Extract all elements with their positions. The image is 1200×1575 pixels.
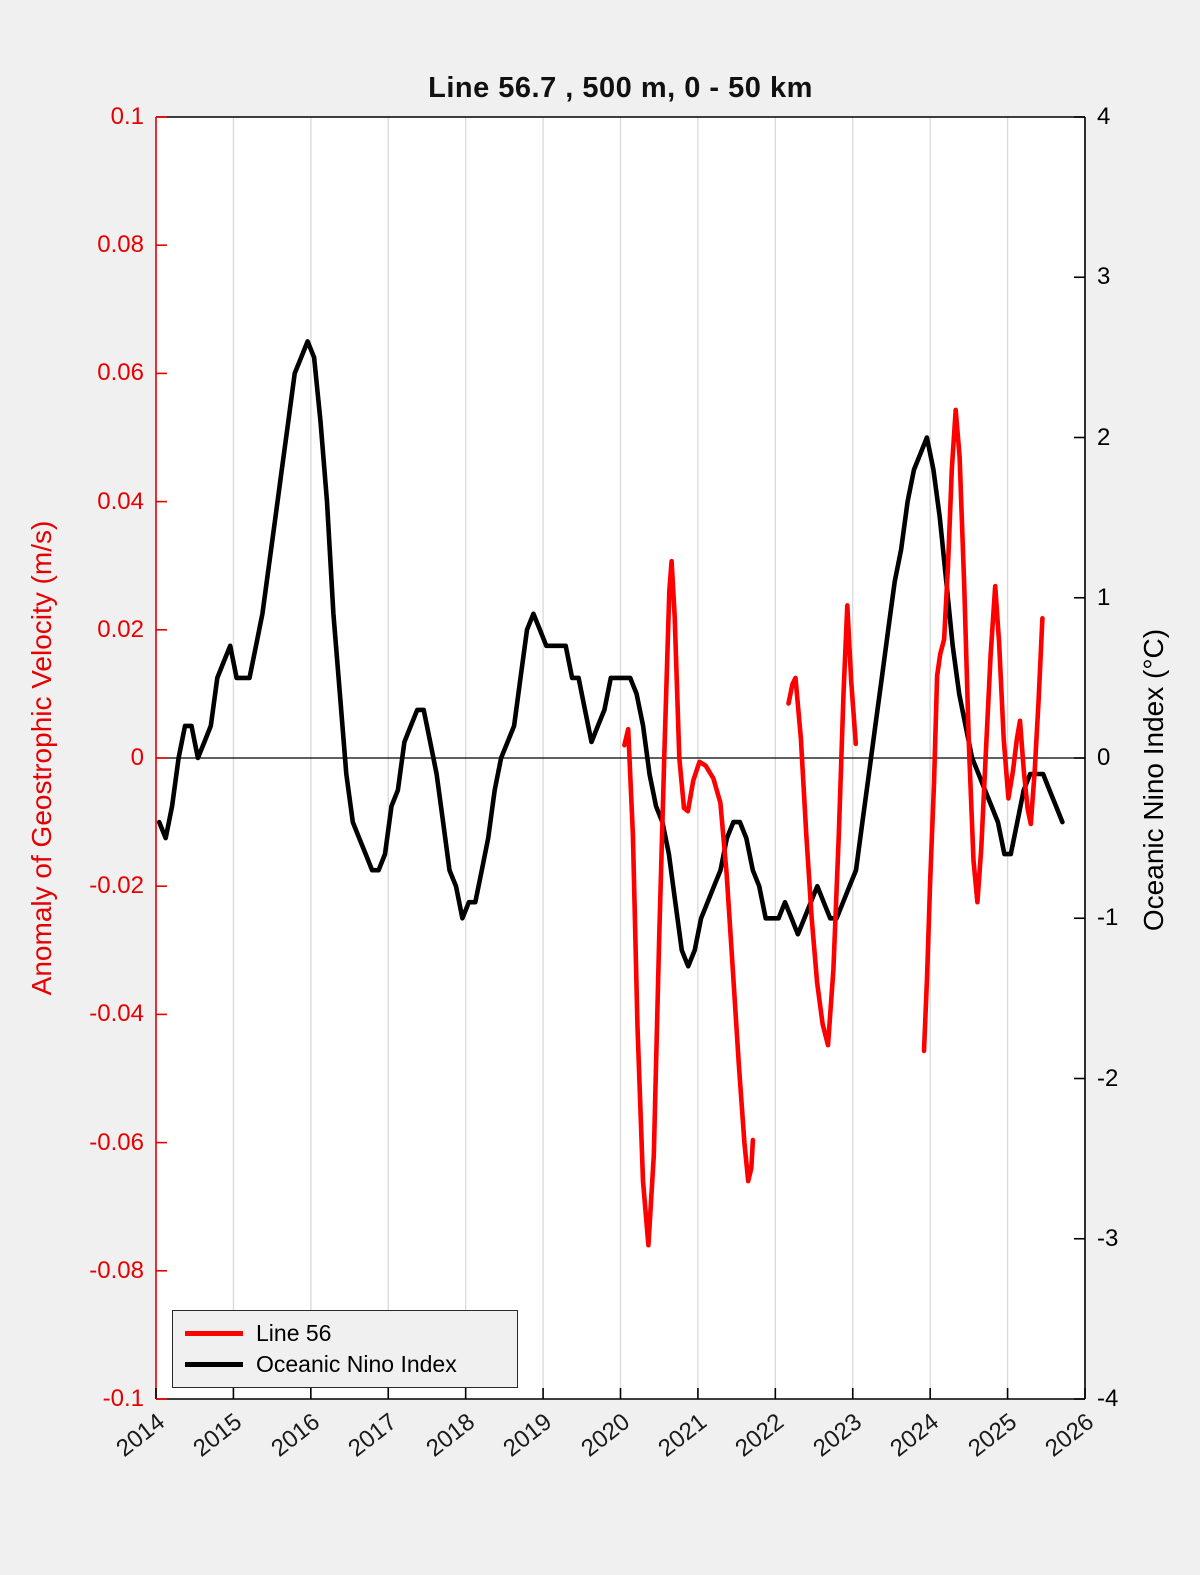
legend: Line 56 Oceanic Nino Index: [172, 1310, 518, 1388]
y-tick-label-left-0.02: 0.02: [97, 615, 144, 643]
y-tick-label-left--0.08: -0.08: [89, 1256, 144, 1284]
y-tick-label-right-2: 2: [1097, 423, 1111, 451]
y-tick-label-right--1: -1: [1097, 904, 1119, 932]
y-tick-label-right-4: 4: [1097, 103, 1111, 130]
legend-item-oni: Oceanic Nino Index: [185, 1349, 505, 1380]
legend-item-line-56: Line 56: [185, 1318, 505, 1349]
series-line-56-seg2: [921, 407, 1045, 1054]
y-tick-label-right--4: -4: [1097, 1385, 1119, 1412]
legend-line-sample-red: [185, 1331, 243, 1336]
legend-label-oni: Oceanic Nino Index: [256, 1351, 457, 1377]
y-tick-label-right--2: -2: [1097, 1064, 1119, 1092]
y-tick-label-right-3: 3: [1097, 263, 1111, 291]
legend-label-line-56: Line 56: [256, 1320, 332, 1346]
y-tick-label-right-0: 0: [1097, 744, 1111, 771]
legend-line-sample-black: [185, 1362, 243, 1367]
series-line-56-seg1: [786, 603, 859, 1048]
y-tick-label-left-0: 0: [130, 744, 144, 771]
series-oceanic-nino-index-seg0: [156, 339, 1065, 969]
y-tick-label-right-1: 1: [1097, 583, 1111, 611]
y-tick-label-left--0.02: -0.02: [89, 872, 144, 900]
y-tick-label-left-0.08: 0.08: [97, 231, 144, 259]
y-tick-label-right--3: -3: [1097, 1224, 1119, 1252]
y-tick-label-left-0.06: 0.06: [97, 359, 144, 387]
y-tick-label-left--0.1: -0.1: [102, 1385, 144, 1412]
y-tick-label-left--0.06: -0.06: [89, 1128, 144, 1156]
chart-title: Line 56.7 , 500 m, 0 - 50 km: [428, 72, 813, 104]
y-tick-label-left-0.04: 0.04: [97, 487, 144, 515]
y-tick-label-left-0.1: 0.1: [110, 103, 144, 130]
series-line-56-seg0: [622, 558, 756, 1248]
y-tick-label-left--0.04: -0.04: [89, 1000, 144, 1028]
